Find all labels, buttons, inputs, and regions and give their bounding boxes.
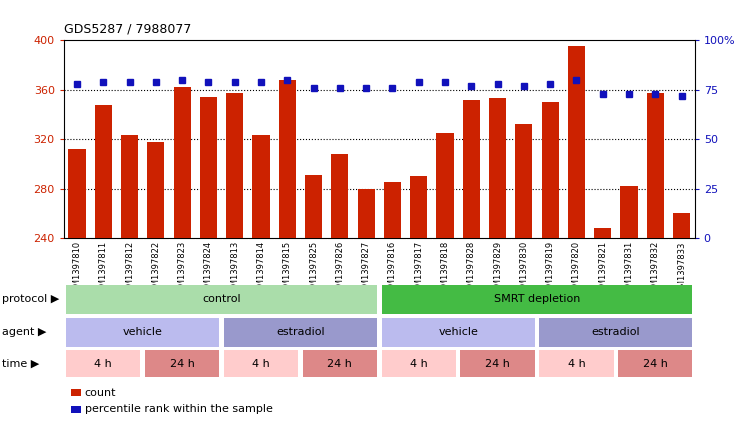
Text: GDS5287 / 7988077: GDS5287 / 7988077 bbox=[64, 23, 192, 36]
Text: 4 h: 4 h bbox=[95, 359, 112, 369]
Text: SMRT depletion: SMRT depletion bbox=[493, 294, 581, 305]
Bar bbox=[147, 142, 164, 238]
Text: GSM1397829: GSM1397829 bbox=[493, 241, 502, 297]
Text: GSM1397820: GSM1397820 bbox=[572, 241, 581, 297]
Text: GSM1397813: GSM1397813 bbox=[231, 241, 239, 297]
Bar bbox=[463, 99, 480, 238]
Bar bbox=[647, 93, 664, 238]
Text: estradiol: estradiol bbox=[592, 327, 640, 337]
Text: 4 h: 4 h bbox=[568, 359, 585, 369]
Bar bbox=[121, 135, 138, 238]
Text: GSM1397826: GSM1397826 bbox=[336, 241, 344, 297]
Text: percentile rank within the sample: percentile rank within the sample bbox=[85, 404, 273, 415]
Bar bbox=[226, 93, 243, 238]
Text: protocol ▶: protocol ▶ bbox=[2, 294, 59, 305]
Text: GSM1397821: GSM1397821 bbox=[599, 241, 607, 297]
Text: 24 h: 24 h bbox=[327, 359, 352, 369]
Bar bbox=[384, 182, 401, 238]
Text: GSM1397825: GSM1397825 bbox=[309, 241, 318, 297]
Bar bbox=[568, 47, 585, 238]
Bar bbox=[279, 80, 296, 238]
Bar bbox=[594, 228, 611, 238]
Bar bbox=[68, 149, 86, 238]
Text: count: count bbox=[85, 387, 116, 398]
Bar bbox=[357, 189, 375, 238]
Bar bbox=[95, 104, 112, 238]
Text: vehicle: vehicle bbox=[438, 327, 478, 337]
Text: GSM1397815: GSM1397815 bbox=[283, 241, 291, 297]
Bar bbox=[515, 124, 532, 238]
Text: agent ▶: agent ▶ bbox=[2, 327, 46, 337]
Bar bbox=[173, 87, 191, 238]
Text: time ▶: time ▶ bbox=[2, 359, 39, 369]
Text: GSM1397819: GSM1397819 bbox=[546, 241, 554, 297]
Bar bbox=[489, 98, 506, 238]
Text: GSM1397822: GSM1397822 bbox=[152, 241, 160, 297]
Text: GSM1397817: GSM1397817 bbox=[415, 241, 423, 297]
Text: 24 h: 24 h bbox=[485, 359, 510, 369]
Text: 4 h: 4 h bbox=[252, 359, 270, 369]
Text: GSM1397827: GSM1397827 bbox=[362, 241, 370, 297]
Text: 24 h: 24 h bbox=[170, 359, 195, 369]
Text: GSM1397824: GSM1397824 bbox=[204, 241, 213, 297]
Bar bbox=[673, 213, 690, 238]
Text: vehicle: vehicle bbox=[122, 327, 163, 337]
Text: estradiol: estradiol bbox=[276, 327, 324, 337]
Text: GSM1397818: GSM1397818 bbox=[441, 241, 449, 297]
Text: GSM1397831: GSM1397831 bbox=[625, 241, 633, 297]
Bar bbox=[252, 135, 270, 238]
Text: GSM1397830: GSM1397830 bbox=[520, 241, 528, 297]
Text: control: control bbox=[202, 294, 241, 305]
Text: GSM1397823: GSM1397823 bbox=[178, 241, 186, 297]
Text: GSM1397828: GSM1397828 bbox=[467, 241, 475, 297]
Text: 4 h: 4 h bbox=[410, 359, 427, 369]
Bar bbox=[410, 176, 427, 238]
Text: GSM1397833: GSM1397833 bbox=[677, 241, 686, 297]
Text: GSM1397811: GSM1397811 bbox=[99, 241, 107, 297]
Bar bbox=[620, 186, 638, 238]
Bar bbox=[200, 97, 217, 238]
Text: GSM1397832: GSM1397832 bbox=[651, 241, 659, 297]
Bar bbox=[436, 133, 454, 238]
Text: 24 h: 24 h bbox=[643, 359, 668, 369]
Text: GSM1397814: GSM1397814 bbox=[257, 241, 265, 297]
Bar bbox=[305, 175, 322, 238]
Text: GSM1397810: GSM1397810 bbox=[73, 241, 81, 297]
Bar bbox=[331, 154, 348, 238]
Text: GSM1397812: GSM1397812 bbox=[125, 241, 134, 297]
Bar bbox=[541, 102, 559, 238]
Text: GSM1397816: GSM1397816 bbox=[388, 241, 397, 297]
